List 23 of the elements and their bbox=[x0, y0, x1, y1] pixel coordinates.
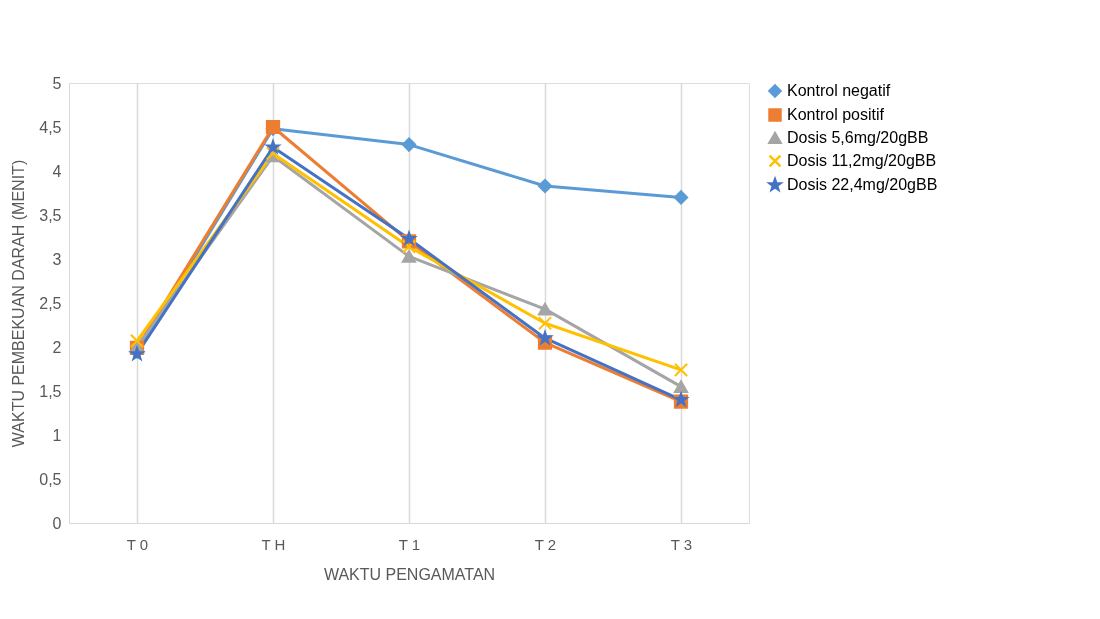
legend-label: Dosis 11,2mg/20gBB bbox=[787, 152, 937, 169]
x-tick-label: T 2 bbox=[534, 535, 557, 553]
y-tick-label: 1 bbox=[52, 426, 62, 444]
y-axis-title: WAKTU PEMBEKUAN DARAH (MENIT) bbox=[10, 159, 28, 448]
y-tick-label: 1,5 bbox=[39, 382, 62, 400]
x-tick-label: T 3 bbox=[670, 535, 693, 553]
y-tick-label: 0,5 bbox=[39, 470, 62, 488]
x-tick-label: T 0 bbox=[126, 535, 149, 553]
y-tick-label: 3 bbox=[52, 250, 62, 268]
legend-label: Kontrol negatif bbox=[787, 82, 891, 99]
y-tick-label: 5 bbox=[52, 74, 62, 92]
y-tick-label: 0 bbox=[52, 514, 62, 532]
y-tick-label: 3,5 bbox=[39, 206, 62, 224]
y-tick-label: 4 bbox=[52, 162, 62, 180]
x-tick-label: T H bbox=[261, 535, 286, 553]
legend-label: Kontrol positif bbox=[787, 106, 885, 123]
y-tick-label: 4,5 bbox=[39, 118, 62, 136]
x-axis-title: WAKTU PENGAMATAN bbox=[323, 565, 496, 583]
y-tick-label: 2 bbox=[52, 338, 62, 356]
legend-label: Dosis 22,4mg/20gBB bbox=[787, 176, 938, 193]
legend-label: Dosis 5,6mg/20gBB bbox=[787, 129, 929, 146]
y-tick-label: 2,5 bbox=[39, 294, 62, 312]
x-tick-label: T 1 bbox=[398, 535, 421, 553]
